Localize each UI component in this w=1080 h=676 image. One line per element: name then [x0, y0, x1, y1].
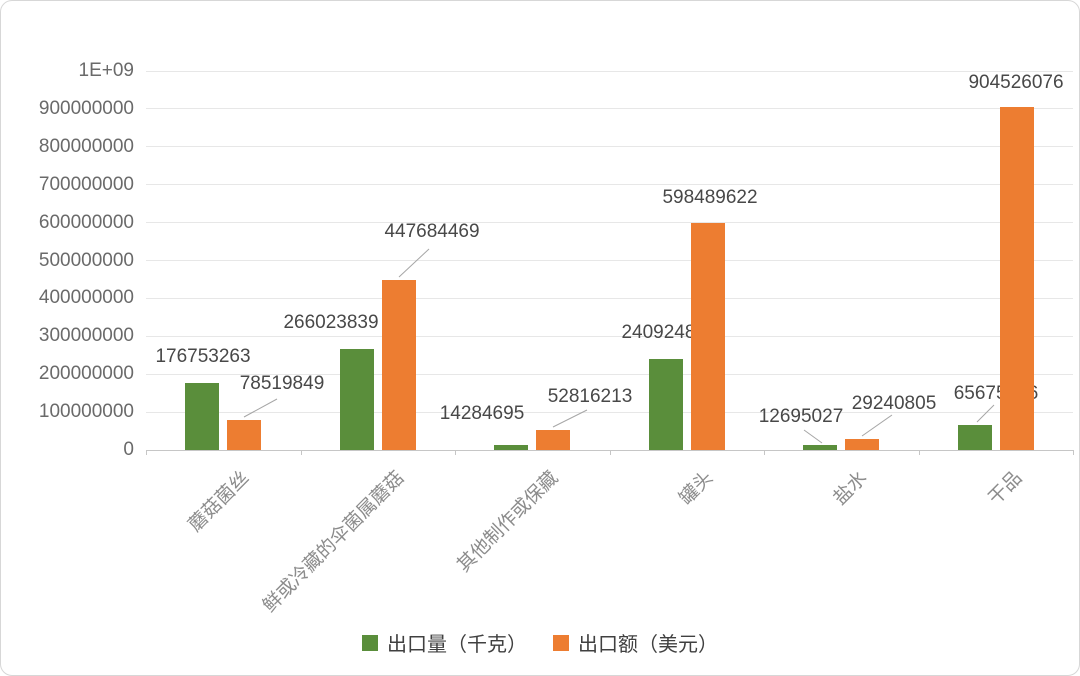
legend-item-0: 出口量（千克）: [362, 628, 527, 657]
y-tick-label-6: 600000000: [38, 211, 134, 233]
data-label-s1-c5: 904526076: [968, 72, 1064, 93]
gridline: [146, 411, 1073, 413]
x-axis-tick: [1073, 450, 1074, 455]
bar-s0-c2: [494, 444, 529, 450]
y-tick-label-4: 400000000: [38, 287, 134, 309]
bar-s1-c0: [227, 420, 262, 450]
y-tick-label-2: 200000000: [38, 363, 134, 385]
y-tick-label-1: 100000000: [38, 401, 134, 423]
x-axis-tick: [300, 450, 302, 455]
legend-swatch-icon: [362, 634, 378, 651]
legend-label: 出口额（美元）: [578, 634, 718, 656]
bar-s1-c5: [999, 107, 1034, 450]
bar-s1-c4: [845, 438, 880, 450]
data-label-s1-c3: 598489622: [662, 187, 758, 208]
category-label-4: 盐水: [829, 467, 872, 510]
x-axis-tick: [764, 450, 765, 455]
data-label-s0-c4: 12695027: [758, 406, 844, 427]
gridline: [146, 335, 1073, 337]
x-axis-tick: [146, 450, 147, 455]
gridline: [146, 222, 1073, 224]
bar-s0-c0: [185, 383, 220, 450]
bar-s0-c3: [648, 358, 683, 450]
y-tick-label-3: 300000000: [38, 325, 134, 347]
bar-s0-c4: [803, 445, 838, 450]
legend-label: 出口量（千克）: [387, 634, 527, 656]
y-tick-label-8: 800000000: [38, 135, 134, 157]
y-tick-label-10: 1E+09: [78, 60, 134, 81]
gridline: [146, 70, 1073, 72]
bar-s1-c2: [536, 429, 571, 450]
data-label-s1-c4: 29240805: [851, 393, 937, 414]
data-label-s1-c0: 78519849: [239, 373, 325, 394]
legend-swatch-icon: [553, 634, 569, 651]
data-label-s1-c1: 447684469: [384, 221, 480, 242]
data-label-s0-c2: 14284695: [439, 403, 525, 424]
gridline: [146, 146, 1073, 148]
legend-item-1: 出口额（美元）: [553, 628, 718, 657]
category-label-1: 鲜或冷藏的伞菌属蘑菇: [258, 467, 409, 617]
category-label-0: 蘑菇菌丝: [185, 467, 254, 537]
data-label-s0-c1: 266023839: [283, 312, 379, 333]
y-tick-label-5: 500000000: [38, 249, 134, 271]
category-label-3: 罐头: [675, 467, 718, 510]
x-axis-tick: [455, 450, 456, 455]
legend: 出口量（千克） 出口额（美元）: [1, 628, 1079, 657]
category-label-2: 其他制作或保藏: [453, 467, 563, 577]
data-label-s1-c2: 52816213: [547, 386, 633, 407]
gridline: [146, 260, 1073, 261]
bar-s1-c1: [381, 280, 416, 450]
bar-s0-c5: [957, 425, 992, 450]
y-tick-label-9: 900000000: [38, 97, 134, 119]
gridline: [146, 108, 1073, 110]
x-axis-tick: [918, 450, 920, 455]
bar-s1-c3: [690, 223, 725, 450]
y-tick-label-7: 700000000: [38, 173, 134, 195]
gridline: [146, 373, 1073, 375]
x-axis-tick: [609, 450, 611, 455]
y-tick-label-0: 0: [123, 439, 134, 460]
gridline: [146, 184, 1073, 186]
gridline: [146, 297, 1073, 299]
category-label-5: 干品: [984, 467, 1027, 510]
bar-s0-c1: [339, 349, 374, 450]
data-label-s0-c0: 176753263: [155, 346, 251, 367]
